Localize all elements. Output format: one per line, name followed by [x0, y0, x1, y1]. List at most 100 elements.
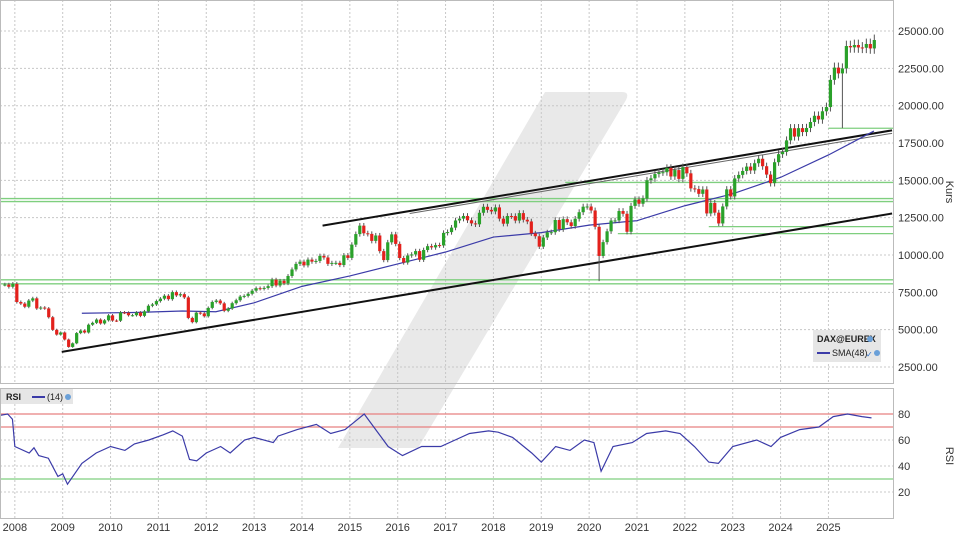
candle-body — [87, 324, 91, 333]
candle-body — [406, 255, 410, 263]
candle-body — [653, 174, 657, 179]
candle-body — [274, 279, 278, 286]
candle-body — [832, 67, 837, 80]
candle-body — [501, 218, 505, 224]
candle-body — [258, 288, 262, 290]
legend-sma: SMA(48) — [832, 348, 868, 358]
trend-line-lower — [61, 212, 893, 353]
x-tick-label: 2017 — [433, 522, 457, 534]
candle-body — [617, 211, 621, 221]
candle-body — [733, 178, 737, 197]
rsi-line — [0, 413, 872, 486]
candle-body — [110, 315, 115, 321]
candle-body — [11, 283, 15, 287]
y-tick-label: 17500.00 — [898, 138, 944, 150]
candle-body — [290, 269, 294, 276]
candle-body — [67, 339, 71, 347]
candle-body — [665, 167, 669, 173]
candle-body — [597, 226, 601, 256]
candle-body — [645, 180, 649, 199]
candle-body — [426, 246, 430, 250]
candle-body — [402, 258, 406, 263]
candle-body — [717, 212, 721, 224]
rsi-panel-border — [0, 388, 894, 519]
y-tick-label: 7500.00 — [898, 287, 938, 299]
rsi-tick-label: 40 — [898, 461, 910, 473]
y-tick-label: 10000.00 — [898, 250, 944, 262]
candle-body — [784, 140, 789, 152]
candle-body — [146, 305, 151, 312]
candle-body — [657, 172, 661, 175]
rsi-legend: RSI (14) — [1, 389, 73, 404]
candle-body — [701, 189, 705, 194]
candle-body — [390, 234, 394, 243]
candle-body — [15, 283, 19, 303]
globe-icon[interactable] — [867, 336, 873, 342]
candle-body — [485, 206, 490, 210]
candle-body — [234, 300, 238, 304]
candle-body — [489, 209, 494, 212]
candle-body — [206, 307, 210, 317]
price-legend: DAX@EUREX SMA(48) ✓ — [813, 330, 881, 362]
x-tick-label: 2023 — [720, 522, 744, 534]
candle-body — [250, 290, 254, 294]
legend-box — [813, 330, 881, 362]
candle-body — [238, 296, 242, 301]
globe-icon[interactable] — [874, 350, 880, 356]
x-tick-label: 2010 — [98, 522, 122, 534]
candle-body — [330, 262, 334, 264]
candle-body — [194, 312, 198, 323]
candle-body — [565, 219, 569, 223]
candle-body — [705, 189, 709, 214]
candle-body — [561, 219, 565, 230]
candle-body — [589, 206, 593, 211]
candle-body — [529, 221, 533, 234]
candle-body — [198, 312, 202, 314]
candle-body — [800, 128, 805, 133]
candle-body — [63, 332, 67, 340]
candle-body — [860, 47, 864, 49]
candle-body — [772, 162, 777, 184]
x-tick-label: 2012 — [194, 522, 218, 534]
candle-body — [262, 287, 266, 289]
y-tick-label: 5000.00 — [898, 325, 938, 337]
axes: 2008 2009 2010 2011 2012 2013 2014 2015 2016 2017… — [3, 26, 944, 534]
rsi-tick-label: 80 — [898, 409, 910, 421]
x-tick-label: 2009 — [50, 522, 74, 534]
price-axis-label: Kurs — [943, 181, 955, 204]
candle-body — [461, 215, 466, 219]
globe-icon[interactable] — [65, 394, 71, 400]
candle-body — [605, 231, 609, 243]
candle-body — [19, 302, 23, 304]
candle-body — [569, 222, 573, 227]
candle-body — [174, 292, 178, 296]
support-lines — [0, 127, 894, 285]
candle-body — [629, 205, 633, 232]
x-tick-label: 2024 — [768, 522, 792, 534]
candle-body — [51, 317, 55, 330]
grid — [0, 0, 894, 518]
candle-body — [394, 234, 398, 244]
candle-body — [254, 288, 258, 291]
candle-body — [757, 158, 761, 164]
candle-body — [677, 170, 681, 179]
watermark-slash — [338, 92, 628, 448]
candle-body — [840, 68, 844, 74]
candle-body — [621, 211, 625, 214]
candle-body — [848, 46, 852, 48]
candle-body — [844, 46, 848, 69]
candle-body — [697, 189, 701, 194]
check-icon[interactable]: ✓ — [866, 350, 873, 359]
candle-body — [804, 127, 809, 133]
candle-body — [310, 259, 314, 262]
candle-body — [721, 206, 725, 224]
x-tick-label: 2022 — [673, 522, 697, 534]
candle-body — [318, 255, 322, 261]
candle-body — [366, 233, 370, 235]
candle-body — [577, 212, 581, 219]
candle-body — [541, 237, 545, 247]
candle-body — [294, 263, 298, 270]
trend-lines — [61, 129, 893, 353]
candle-body — [410, 254, 414, 256]
